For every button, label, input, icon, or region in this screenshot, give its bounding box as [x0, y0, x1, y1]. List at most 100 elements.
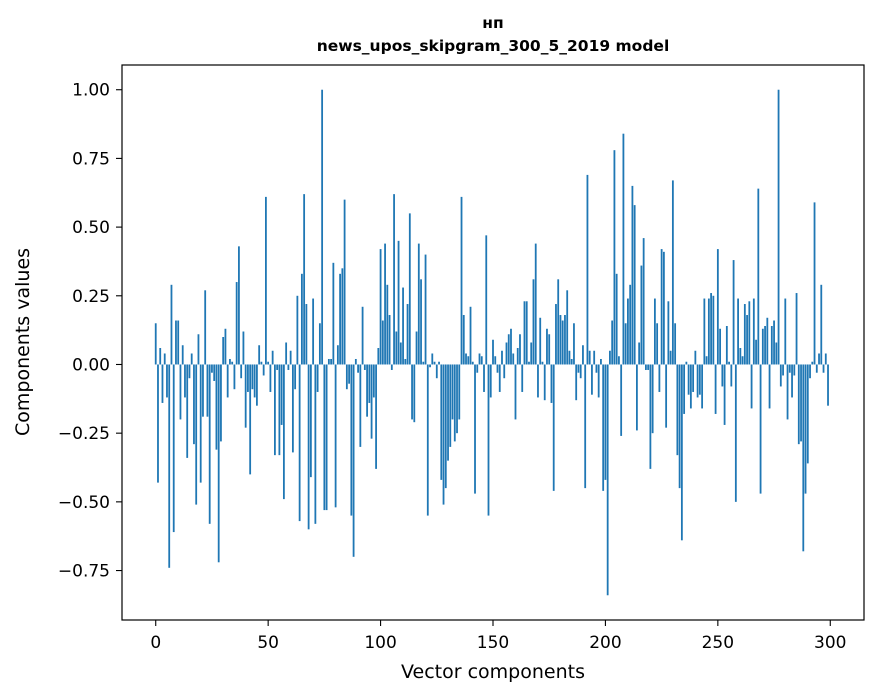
y-tick-label: 0.75 [72, 149, 110, 169]
bar-170 [537, 364, 539, 398]
bar-219 [647, 364, 650, 370]
bar-259 [737, 298, 739, 365]
bar-254 [725, 326, 728, 365]
bar-244 [703, 298, 706, 365]
bar-298 [824, 353, 827, 365]
bar-37 [238, 246, 240, 365]
bar-4 [163, 353, 166, 365]
y-tick-label: −0.50 [58, 493, 110, 513]
bar-164 [523, 301, 526, 365]
bar-291 [809, 364, 811, 379]
bar-108 [397, 240, 400, 365]
bar-32 [226, 364, 229, 398]
bar-246 [707, 298, 710, 365]
bar-188 [577, 364, 580, 373]
bar-153 [498, 364, 501, 392]
bar-169 [534, 243, 537, 365]
bar-86 [348, 364, 350, 384]
bar-10 [177, 320, 180, 365]
bar-155 [503, 364, 506, 379]
y-tick-label: 0.50 [72, 218, 110, 238]
bar-150 [492, 339, 494, 365]
bar-119 [422, 361, 425, 365]
bar-239 [692, 364, 695, 392]
bar-258 [734, 364, 737, 502]
bar-276 [775, 342, 778, 365]
bar-267 [755, 339, 757, 365]
bar-218 [645, 364, 647, 370]
x-axis-label: Vector components [401, 661, 585, 683]
bar-158 [510, 328, 512, 365]
bar-140 [469, 306, 472, 365]
bar-262 [743, 304, 746, 365]
bar-series [154, 89, 829, 596]
bar-67 [305, 304, 308, 365]
bar-33 [229, 358, 231, 365]
bar-245 [705, 356, 708, 365]
bar-182 [564, 315, 566, 365]
bar-34 [231, 361, 234, 365]
bar-73 [318, 323, 321, 365]
x-tick-label: 250 [702, 633, 734, 653]
x-tick-label: 100 [364, 633, 396, 653]
bar-207 [620, 364, 623, 436]
bar-190 [582, 345, 584, 365]
bar-89 [354, 358, 357, 365]
bar-171 [539, 317, 542, 365]
bar-185 [570, 358, 573, 365]
bar-189 [579, 364, 582, 379]
bar-92 [361, 306, 364, 365]
bar-211 [629, 284, 632, 365]
bar-232 [676, 364, 679, 456]
y-tick-label: 0.00 [72, 355, 110, 375]
bar-61 [291, 364, 294, 453]
bar-256 [730, 364, 733, 387]
bar-122 [429, 364, 431, 368]
bar-14 [186, 364, 189, 458]
bar-9 [175, 320, 177, 365]
bar-159 [512, 353, 515, 365]
bar-154 [501, 350, 503, 365]
bar-109 [399, 342, 402, 365]
bar-47 [260, 361, 263, 365]
bar-261 [741, 356, 744, 365]
bar-288 [802, 364, 805, 552]
bar-177 [552, 364, 555, 491]
bar-16 [190, 353, 193, 365]
bar-115 [413, 364, 416, 423]
bar-129 [444, 364, 447, 489]
bar-299 [827, 364, 829, 406]
bar-134 [456, 364, 458, 434]
bar-103 [386, 284, 389, 365]
bar-62 [294, 364, 297, 390]
bar-163 [521, 364, 524, 392]
bar-76 [325, 364, 328, 511]
bar-240 [694, 350, 697, 365]
bar-284 [793, 364, 796, 376]
bar-141 [471, 361, 474, 365]
bar-40 [244, 364, 247, 428]
bar-35 [233, 364, 236, 390]
bar-165 [525, 301, 528, 365]
bar-26 [213, 364, 216, 381]
bar-253 [723, 364, 726, 425]
bar-263 [746, 315, 748, 365]
y-tick-label: 0.25 [72, 287, 110, 307]
bar-203 [611, 320, 614, 365]
bar-265 [750, 364, 753, 409]
bar-221 [651, 364, 654, 434]
x-tick-label: 200 [589, 633, 621, 653]
bar-286 [797, 364, 800, 445]
y-tick-label: 1.00 [72, 81, 110, 101]
x-axis-ticks: 0 50 100 150 200 250 300 [150, 620, 846, 653]
bar-1 [157, 364, 159, 483]
bar-227 [665, 364, 668, 428]
bar-30 [222, 337, 225, 365]
bar-19 [197, 334, 200, 365]
bar-137 [462, 315, 465, 365]
bar-160 [514, 364, 517, 420]
bar-63 [296, 295, 299, 365]
bar-58 [285, 342, 288, 365]
bar-166 [528, 361, 530, 365]
